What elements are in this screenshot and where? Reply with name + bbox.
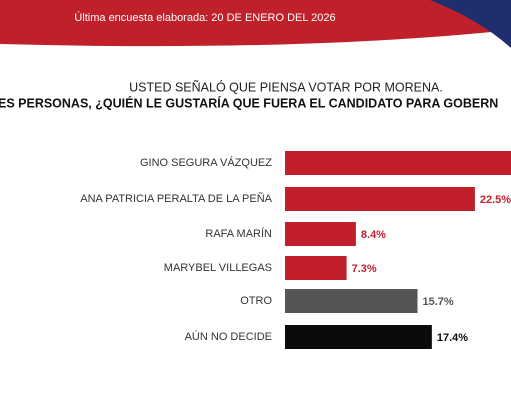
value-label: 17.4% (437, 332, 468, 344)
category-label: AÚN NO DECIDE (185, 330, 272, 343)
bar (285, 325, 432, 349)
header-corner (430, 0, 511, 48)
category-label: RAFA MARÍN (205, 227, 272, 240)
bar (285, 187, 475, 211)
header-banner (0, 0, 511, 47)
value-label: 8.4% (361, 229, 386, 241)
bar (285, 222, 356, 246)
value-label: 15.7% (423, 296, 454, 308)
chart-title: USTED SEÑALÓ QUE PIENSA VOTAR POR MORENA… (129, 79, 443, 94)
bar (285, 151, 511, 175)
category-label: ANA PATRICIA PERALTA DE LA PEÑA (80, 192, 272, 205)
value-label: 7.3% (352, 263, 377, 275)
bar (285, 289, 418, 313)
bar (285, 256, 347, 280)
category-label: MARYBEL VILLEGAS (164, 262, 272, 274)
chart-subtitle: ES PERSONAS, ¿QUIÉN LE GUSTARÍA QUE FUER… (0, 95, 498, 110)
category-label: GINO SEGURA VÁZQUEZ (140, 156, 272, 169)
header-text: Última encuesta elaborada: 20 DE ENERO D… (74, 11, 335, 24)
value-label: 22.5% (480, 194, 511, 206)
category-label: OTRO (240, 295, 272, 307)
